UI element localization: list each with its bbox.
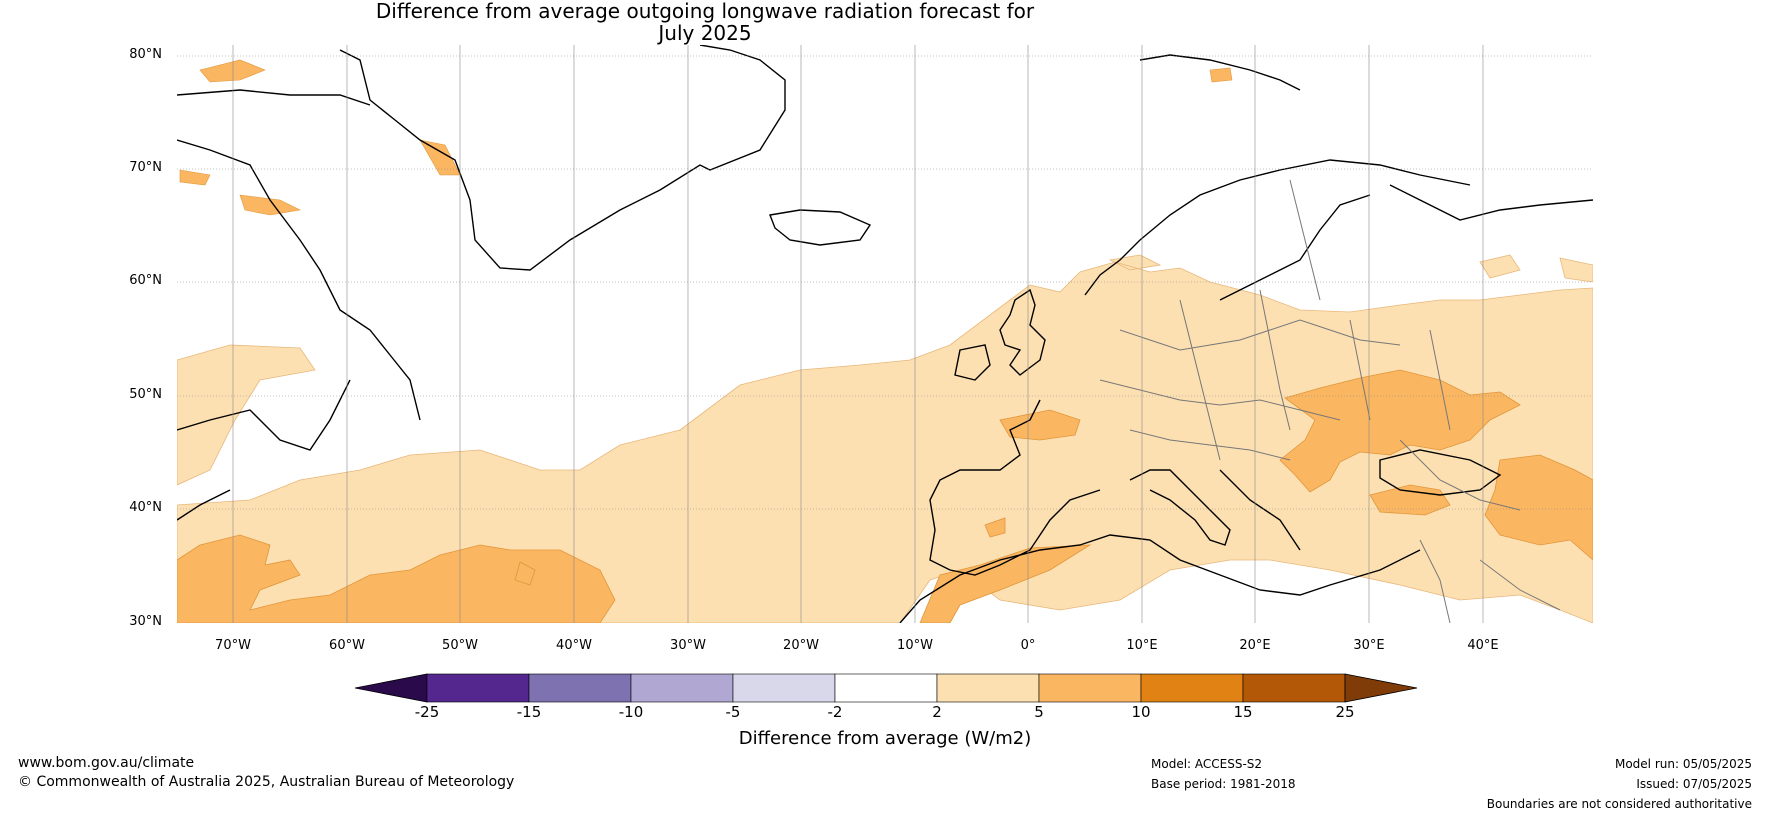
colorbar-segment (1038, 673, 1142, 703)
lon-label-50w: 50°W (442, 638, 478, 653)
colorbar-extend-low (354, 673, 428, 703)
colorbar-segment (1140, 673, 1244, 703)
colorbar-segment (426, 673, 530, 703)
country-borders (1099, 179, 1561, 623)
footer-issued: Issued: 07/05/2025 (1636, 777, 1752, 791)
footer-website: www.bom.gov.au/climate (18, 755, 195, 771)
colorbar-tick: -25 (414, 703, 440, 721)
colorbar-segment (732, 673, 836, 703)
forecast-map (177, 45, 1593, 623)
colorbar-segment (834, 673, 938, 703)
colorbar-segment (1242, 673, 1346, 703)
footer-base-period: Base period: 1981-2018 (1151, 777, 1296, 791)
anomaly-region-light (177, 254, 1593, 623)
anomaly-region-medium (177, 369, 1593, 623)
lat-label-30n: 30°N (129, 614, 162, 629)
footer-model: Model: ACCESS-S2 (1151, 757, 1263, 771)
lat-label-80n: 80°N (129, 47, 162, 62)
lat-label-40n: 40°N (129, 500, 162, 515)
lon-label-20w: 20°W (783, 638, 819, 653)
lat-label-50n: 50°N (129, 387, 162, 402)
colorbar-tick: -10 (618, 703, 644, 721)
colorbar-tick: -5 (725, 703, 741, 721)
colorbar-tick: 15 (1233, 703, 1253, 721)
colorbar-tick: -15 (516, 703, 542, 721)
lon-label-60w: 60°W (329, 638, 365, 653)
map-title-line2: July 2025 (658, 21, 752, 45)
coastlines (177, 45, 1593, 623)
colorbar-tick: 2 (932, 703, 942, 721)
footer-disclaimer: Boundaries are not considered authoritat… (1486, 797, 1752, 811)
lon-label-10w: 10°W (897, 638, 933, 653)
colorbar-segment (936, 673, 1040, 703)
lat-label-60n: 60°N (129, 273, 162, 288)
lon-label-30w: 30°W (670, 638, 706, 653)
colorbar-tick: 10 (1131, 703, 1151, 721)
colorbar (354, 673, 1418, 703)
colorbar-tick: 5 (1034, 703, 1044, 721)
colorbar-tick: 25 (1335, 703, 1355, 721)
map-title-line1: Difference from average outgoing longwav… (375, 0, 1035, 23)
colorbar-segment (630, 673, 734, 703)
lon-label-40e: 40°E (1467, 638, 1499, 653)
colorbar-title: Difference from average (W/m2) (738, 728, 1032, 749)
colorbar-segment (528, 673, 632, 703)
gridlines (177, 45, 1593, 623)
lon-label-10e: 10°E (1126, 638, 1158, 653)
lon-label-20e: 20°E (1239, 638, 1271, 653)
lon-label-30e: 30°E (1353, 638, 1385, 653)
footer-copyright: © Commonwealth of Australia 2025, Austra… (18, 774, 515, 790)
lat-label-70n: 70°N (129, 160, 162, 175)
lon-label-0: 0° (1020, 638, 1036, 653)
lon-label-70w: 70°W (215, 638, 251, 653)
colorbar-extend-high (1344, 673, 1418, 703)
colorbar-tick: -2 (827, 703, 843, 721)
lon-label-40w: 40°W (556, 638, 592, 653)
footer-model-run: Model run: 05/05/2025 (1614, 757, 1752, 771)
